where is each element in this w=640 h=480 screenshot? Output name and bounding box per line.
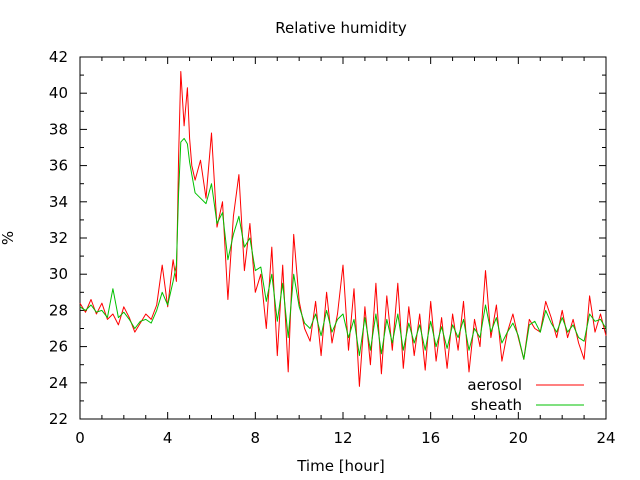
x-tick-label: 20	[509, 429, 528, 447]
y-tick-label: 32	[49, 229, 68, 247]
legend: aerosol sheath	[467, 376, 584, 414]
y-tick-label: 40	[49, 84, 68, 102]
series-line-aerosol	[79, 71, 607, 387]
y-tick-label: 42	[49, 48, 68, 66]
y-tick-label: 26	[49, 338, 68, 356]
y-axis-label: %	[0, 231, 17, 245]
series-line-sheath	[79, 137, 607, 360]
y-tick-label: 22	[49, 410, 68, 428]
series-layer	[79, 71, 607, 387]
y-tick-label: 28	[49, 301, 68, 319]
legend-label-sheath: sheath	[471, 396, 522, 414]
y-tick-label: 24	[49, 374, 68, 392]
chart-title: Relative humidity	[275, 19, 407, 37]
x-tick-label: 8	[251, 429, 261, 447]
x-axis-label: Time [hour]	[296, 457, 385, 475]
x-tick-label: 4	[163, 429, 173, 447]
legend-label-aerosol: aerosol	[467, 376, 522, 394]
x-tick-label: 12	[333, 429, 352, 447]
y-tick-label: 38	[49, 120, 68, 138]
y-tick-label: 30	[49, 265, 68, 283]
y-tick-label: 36	[49, 157, 68, 175]
axis-layer: 0 4 8 12 16 20 24 22 24 26 28 30 32 34 36 38 40 42	[49, 48, 616, 447]
y-tick-label: 34	[49, 193, 68, 211]
plot-area-frame	[79, 56, 607, 420]
x-tick-label: 16	[421, 429, 440, 447]
x-tick-label: 0	[75, 429, 85, 447]
x-tick-label: 24	[596, 429, 615, 447]
